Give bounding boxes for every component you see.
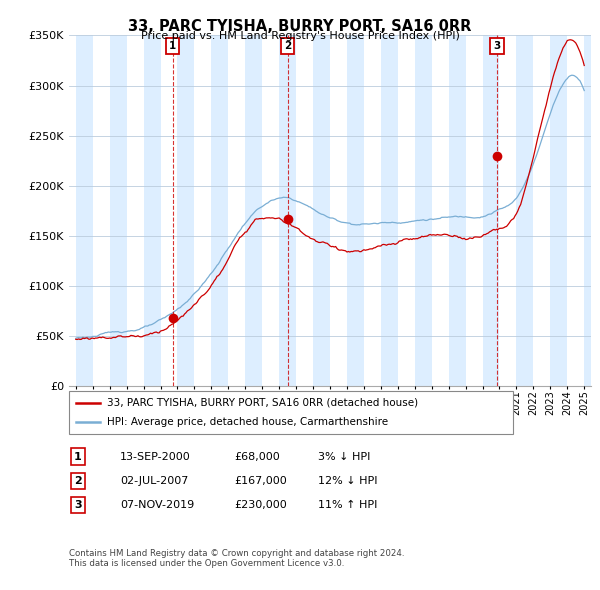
Bar <box>313 35 330 386</box>
Text: 3: 3 <box>493 41 500 51</box>
Bar <box>178 35 194 386</box>
Bar <box>143 35 161 386</box>
Text: 3% ↓ HPI: 3% ↓ HPI <box>318 452 370 461</box>
Bar <box>347 35 364 386</box>
Text: 11% ↑ HPI: 11% ↑ HPI <box>318 500 377 510</box>
Text: 07-NOV-2019: 07-NOV-2019 <box>120 500 194 510</box>
Text: Contains HM Land Registry data © Crown copyright and database right 2024.: Contains HM Land Registry data © Crown c… <box>69 549 404 558</box>
Text: 2: 2 <box>74 476 82 486</box>
Text: Price paid vs. HM Land Registry's House Price Index (HPI): Price paid vs. HM Land Registry's House … <box>140 31 460 41</box>
Bar <box>517 35 533 386</box>
Bar <box>76 35 93 386</box>
Text: 33, PARC TYISHA, BURRY PORT, SA16 0RR (detached house): 33, PARC TYISHA, BURRY PORT, SA16 0RR (d… <box>107 398 418 408</box>
Bar <box>415 35 431 386</box>
Text: 02-JUL-2007: 02-JUL-2007 <box>120 476 188 486</box>
Text: 3: 3 <box>74 500 82 510</box>
Bar <box>381 35 398 386</box>
Text: 13-SEP-2000: 13-SEP-2000 <box>120 452 191 461</box>
Text: £68,000: £68,000 <box>234 452 280 461</box>
Bar <box>482 35 499 386</box>
Text: 12% ↓ HPI: 12% ↓ HPI <box>318 476 377 486</box>
Text: 33, PARC TYISHA, BURRY PORT, SA16 0RR: 33, PARC TYISHA, BURRY PORT, SA16 0RR <box>128 19 472 34</box>
Bar <box>211 35 229 386</box>
Bar <box>110 35 127 386</box>
Text: HPI: Average price, detached house, Carmarthenshire: HPI: Average price, detached house, Carm… <box>107 417 388 427</box>
Bar <box>245 35 262 386</box>
Bar <box>449 35 466 386</box>
Text: 1: 1 <box>169 41 176 51</box>
Bar <box>279 35 296 386</box>
Text: 1: 1 <box>74 452 82 461</box>
Text: £230,000: £230,000 <box>234 500 287 510</box>
Bar <box>550 35 567 386</box>
Text: This data is licensed under the Open Government Licence v3.0.: This data is licensed under the Open Gov… <box>69 559 344 568</box>
Text: 2: 2 <box>284 41 291 51</box>
Bar <box>584 35 600 386</box>
Text: £167,000: £167,000 <box>234 476 287 486</box>
